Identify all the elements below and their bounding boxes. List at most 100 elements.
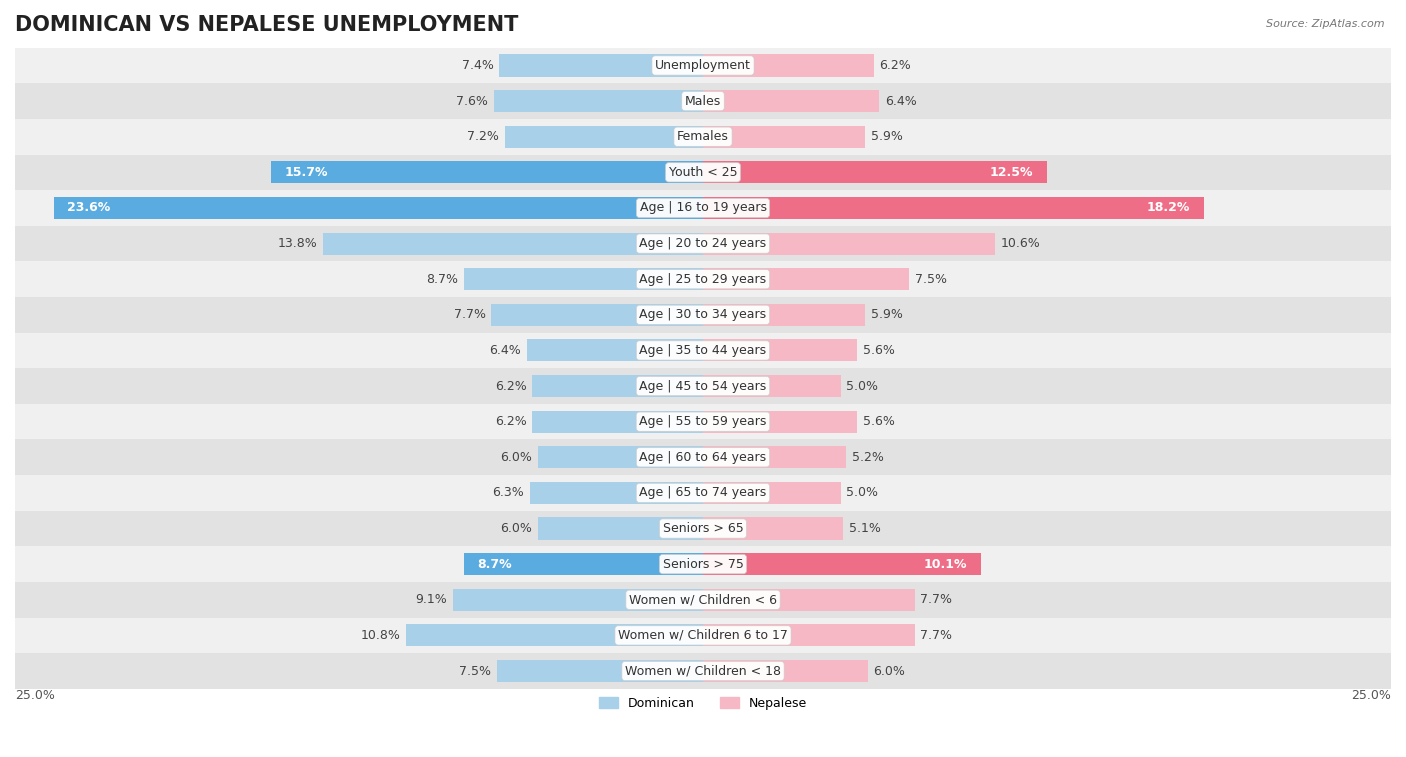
Text: 6.3%: 6.3% (492, 487, 524, 500)
Text: 6.2%: 6.2% (879, 59, 911, 72)
Text: 6.0%: 6.0% (873, 665, 905, 678)
Bar (527, 339, 703, 362)
Bar (15, 297, 1391, 332)
Bar (15, 83, 1391, 119)
Bar (703, 268, 910, 290)
Text: 5.1%: 5.1% (849, 522, 880, 535)
Bar (538, 447, 703, 469)
Bar (323, 232, 703, 254)
Bar (15, 190, 1391, 226)
Text: 7.6%: 7.6% (457, 95, 488, 107)
Bar (703, 518, 844, 540)
Bar (464, 553, 703, 575)
Text: 5.9%: 5.9% (870, 308, 903, 321)
Text: 6.4%: 6.4% (884, 95, 917, 107)
Text: 10.8%: 10.8% (360, 629, 401, 642)
Text: 7.2%: 7.2% (467, 130, 499, 143)
Text: 5.6%: 5.6% (863, 344, 894, 357)
Text: 8.7%: 8.7% (477, 558, 512, 571)
Bar (703, 482, 841, 504)
Text: 23.6%: 23.6% (67, 201, 111, 214)
Bar (703, 232, 994, 254)
Bar (703, 126, 865, 148)
Text: 6.4%: 6.4% (489, 344, 522, 357)
Text: Unemployment: Unemployment (655, 59, 751, 72)
Text: DOMINICAN VS NEPALESE UNEMPLOYMENT: DOMINICAN VS NEPALESE UNEMPLOYMENT (15, 15, 519, 35)
Text: Women w/ Children < 6: Women w/ Children < 6 (628, 593, 778, 606)
Bar (703, 553, 981, 575)
Bar (499, 55, 703, 76)
Bar (453, 589, 703, 611)
Bar (505, 126, 703, 148)
Bar (538, 518, 703, 540)
Legend: Dominican, Nepalese: Dominican, Nepalese (595, 692, 811, 715)
Text: 7.4%: 7.4% (463, 59, 494, 72)
Text: Women w/ Children < 18: Women w/ Children < 18 (626, 665, 780, 678)
Bar (15, 404, 1391, 440)
Bar (406, 625, 703, 646)
Bar (496, 660, 703, 682)
Bar (703, 90, 879, 112)
Bar (15, 154, 1391, 190)
Text: 18.2%: 18.2% (1147, 201, 1189, 214)
Bar (271, 161, 703, 183)
Text: 5.9%: 5.9% (870, 130, 903, 143)
Text: Seniors > 65: Seniors > 65 (662, 522, 744, 535)
Bar (703, 589, 915, 611)
Text: Males: Males (685, 95, 721, 107)
Bar (15, 511, 1391, 547)
Bar (703, 197, 1204, 219)
Text: 7.7%: 7.7% (921, 593, 952, 606)
Bar (530, 482, 703, 504)
Bar (533, 375, 703, 397)
Bar (703, 625, 915, 646)
Bar (15, 261, 1391, 297)
Bar (703, 339, 858, 362)
Text: 7.7%: 7.7% (921, 629, 952, 642)
Bar (15, 119, 1391, 154)
Bar (15, 368, 1391, 404)
Bar (703, 304, 865, 326)
Text: Age | 35 to 44 years: Age | 35 to 44 years (640, 344, 766, 357)
Text: 15.7%: 15.7% (284, 166, 328, 179)
Bar (533, 410, 703, 433)
Text: 6.2%: 6.2% (495, 379, 527, 393)
Text: Source: ZipAtlas.com: Source: ZipAtlas.com (1267, 19, 1385, 29)
Text: Age | 60 to 64 years: Age | 60 to 64 years (640, 451, 766, 464)
Text: 5.2%: 5.2% (852, 451, 883, 464)
Bar (15, 440, 1391, 475)
Text: 25.0%: 25.0% (1351, 689, 1391, 702)
Text: 9.1%: 9.1% (415, 593, 447, 606)
Bar (703, 161, 1047, 183)
Bar (15, 653, 1391, 689)
Bar (15, 226, 1391, 261)
Bar (494, 90, 703, 112)
Bar (15, 582, 1391, 618)
Text: 7.7%: 7.7% (454, 308, 485, 321)
Text: Age | 65 to 74 years: Age | 65 to 74 years (640, 487, 766, 500)
Text: Age | 55 to 59 years: Age | 55 to 59 years (640, 415, 766, 428)
Text: 5.0%: 5.0% (846, 379, 879, 393)
Text: Age | 25 to 29 years: Age | 25 to 29 years (640, 273, 766, 285)
Text: Women w/ Children 6 to 17: Women w/ Children 6 to 17 (619, 629, 787, 642)
Bar (703, 55, 873, 76)
Text: Females: Females (678, 130, 728, 143)
Text: 12.5%: 12.5% (990, 166, 1033, 179)
Bar (703, 375, 841, 397)
Bar (703, 660, 868, 682)
Text: 5.6%: 5.6% (863, 415, 894, 428)
Bar (15, 618, 1391, 653)
Bar (491, 304, 703, 326)
Text: Seniors > 75: Seniors > 75 (662, 558, 744, 571)
Text: 13.8%: 13.8% (278, 237, 318, 250)
Text: 5.0%: 5.0% (846, 487, 879, 500)
Bar (15, 48, 1391, 83)
Text: 6.0%: 6.0% (501, 451, 533, 464)
Text: 8.7%: 8.7% (426, 273, 458, 285)
Text: Age | 20 to 24 years: Age | 20 to 24 years (640, 237, 766, 250)
Text: 10.1%: 10.1% (924, 558, 967, 571)
Bar (15, 332, 1391, 368)
Text: 10.6%: 10.6% (1000, 237, 1040, 250)
Text: 6.0%: 6.0% (501, 522, 533, 535)
Bar (53, 197, 703, 219)
